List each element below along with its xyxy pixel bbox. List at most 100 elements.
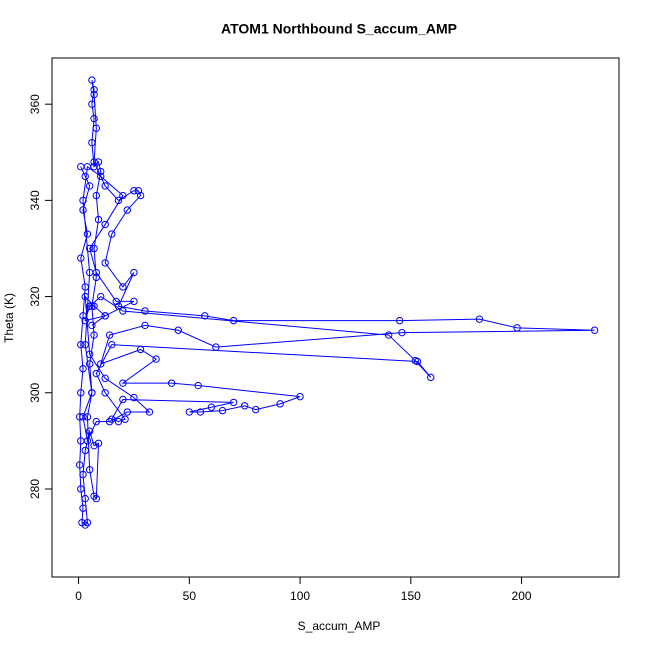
point xyxy=(108,415,116,423)
point xyxy=(207,403,216,411)
point xyxy=(141,321,149,330)
point xyxy=(75,413,84,421)
point xyxy=(427,373,435,382)
point xyxy=(105,417,114,426)
point xyxy=(88,76,96,84)
point xyxy=(475,315,484,323)
point xyxy=(513,324,521,332)
point xyxy=(101,389,109,397)
point xyxy=(81,340,89,349)
point xyxy=(90,86,98,94)
point xyxy=(196,408,205,416)
point xyxy=(92,273,100,282)
point xyxy=(77,340,85,349)
point xyxy=(83,230,92,238)
point xyxy=(90,158,98,166)
point xyxy=(81,172,89,181)
point xyxy=(81,283,89,291)
point xyxy=(201,312,209,320)
point xyxy=(152,355,160,363)
point xyxy=(88,321,96,330)
y-tick-label: 340 xyxy=(28,190,42,210)
point xyxy=(114,417,123,426)
y-tick-label: 320 xyxy=(28,286,42,306)
point xyxy=(252,405,260,414)
point xyxy=(88,100,96,108)
point xyxy=(81,292,89,301)
point xyxy=(92,124,100,132)
y-tick-label: 280 xyxy=(28,479,42,499)
point xyxy=(136,345,145,354)
point xyxy=(101,312,109,320)
point xyxy=(411,356,419,365)
point xyxy=(123,206,132,214)
point xyxy=(79,365,87,373)
point xyxy=(90,441,98,450)
point xyxy=(79,206,87,214)
point xyxy=(114,302,123,310)
x-tick-label: 100 xyxy=(290,589,310,603)
point xyxy=(88,389,96,397)
point xyxy=(85,244,94,253)
point xyxy=(77,389,85,397)
point xyxy=(85,466,94,474)
point xyxy=(134,187,143,195)
point xyxy=(79,413,87,421)
point xyxy=(114,196,123,205)
point xyxy=(90,244,98,253)
point xyxy=(79,470,87,479)
point xyxy=(108,340,116,349)
point xyxy=(85,268,94,277)
point xyxy=(83,437,92,445)
point xyxy=(79,196,87,205)
point xyxy=(119,395,127,404)
point xyxy=(92,417,100,426)
point xyxy=(229,316,238,325)
point xyxy=(83,518,92,527)
point xyxy=(218,406,227,415)
point xyxy=(194,381,202,390)
point xyxy=(590,326,599,334)
point xyxy=(105,331,114,339)
point xyxy=(185,408,194,416)
point xyxy=(101,259,109,267)
point xyxy=(85,182,94,190)
point xyxy=(136,191,145,200)
point xyxy=(101,182,109,190)
point xyxy=(85,350,94,358)
chart-title: ATOM1 Northbound S_accum_AMP xyxy=(221,21,457,37)
point xyxy=(92,369,100,378)
point xyxy=(79,312,87,320)
point xyxy=(85,302,94,310)
point xyxy=(398,328,406,337)
point xyxy=(167,379,176,387)
point xyxy=(97,292,105,301)
point xyxy=(97,172,105,181)
point xyxy=(88,302,96,310)
point xyxy=(90,302,98,310)
point xyxy=(83,163,92,171)
point xyxy=(81,446,89,455)
point xyxy=(296,392,304,401)
point xyxy=(79,504,87,512)
y-tick-label: 300 xyxy=(28,382,42,402)
point xyxy=(101,220,109,229)
point xyxy=(145,408,154,416)
point xyxy=(85,360,94,368)
point xyxy=(101,374,109,383)
point xyxy=(229,398,238,407)
point xyxy=(121,415,129,423)
point xyxy=(75,461,84,469)
point xyxy=(90,114,98,123)
point xyxy=(90,331,98,339)
point xyxy=(92,494,100,503)
point xyxy=(94,439,103,447)
point xyxy=(108,230,116,238)
x-tick-label: 0 xyxy=(75,589,82,603)
series-line xyxy=(79,80,595,526)
point xyxy=(112,297,120,306)
point xyxy=(77,485,85,493)
point xyxy=(90,492,98,500)
